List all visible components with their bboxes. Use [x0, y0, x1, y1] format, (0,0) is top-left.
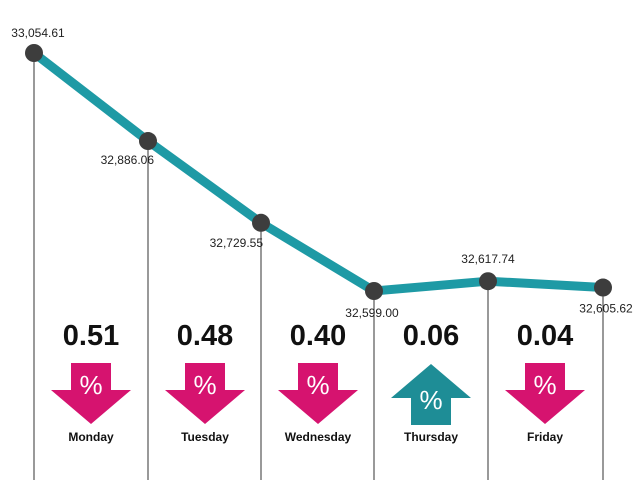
data-label: 32,886.06 [101, 153, 155, 167]
percent-symbol: % [533, 370, 556, 400]
data-label: 32,617.74 [461, 252, 515, 266]
arrow-down-icon: % [505, 363, 585, 424]
percent-symbol: % [419, 385, 442, 415]
change-value: 0.04 [516, 320, 574, 352]
data-point [139, 132, 157, 151]
series-line [29, 48, 608, 296]
data-point [594, 278, 612, 297]
day-label: Wednesday [284, 430, 352, 444]
percent-symbol: % [193, 370, 216, 400]
change-value: 0.48 [176, 320, 234, 352]
arrow-down-icon: % [51, 363, 131, 424]
change-value: 0.51 [62, 320, 120, 352]
data-point [479, 272, 497, 291]
data-point [252, 213, 270, 232]
percent-symbol: % [79, 370, 102, 400]
data-point [365, 282, 383, 300]
arrow-down-icon: % [165, 363, 245, 424]
day-label: Monday [68, 430, 114, 444]
percent-symbol: % [306, 370, 329, 400]
day-label: Friday [526, 430, 563, 444]
data-label: 32,599.00 [345, 306, 399, 320]
change-value: 0.06 [402, 320, 460, 352]
change-value: 0.40 [289, 320, 347, 352]
data-label: 33,054.61 [11, 26, 65, 40]
data-point [25, 44, 43, 62]
data-label: 32,605.62 [579, 302, 633, 316]
arrow-up-icon: % [391, 364, 471, 425]
day-label: Tuesday [181, 430, 229, 444]
arrow-down-icon: % [278, 363, 358, 424]
data-label: 32,729.55 [210, 236, 264, 250]
day-label: Thursday [403, 430, 458, 444]
